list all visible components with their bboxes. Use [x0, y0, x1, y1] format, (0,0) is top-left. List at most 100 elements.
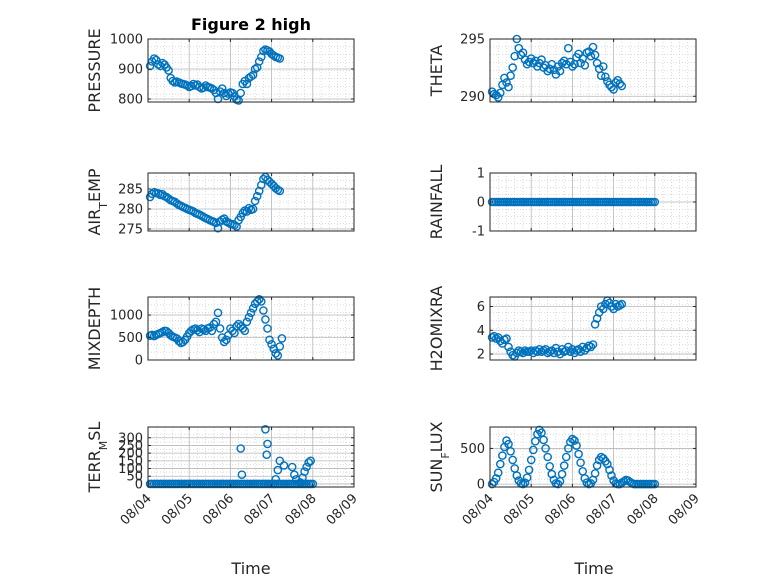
data-point [596, 302, 606, 311]
data-point [520, 478, 530, 488]
data-point [254, 57, 264, 66]
y-axis-label: PRESSURE [85, 28, 104, 112]
subplot-h2omixra: 2 4 6 H2OMIXRA [427, 286, 697, 372]
y-tick-label: 0 [135, 354, 143, 369]
data-point [586, 51, 596, 61]
data-point [256, 297, 266, 306]
data-point [275, 186, 285, 196]
data-point [275, 456, 285, 466]
data-point [524, 465, 534, 475]
data-point [576, 458, 585, 468]
data-point [259, 46, 268, 56]
y-tick-label: 100 [118, 462, 143, 477]
y-tick-label: 285 [118, 183, 143, 198]
data-point [275, 54, 285, 63]
data-point [262, 450, 272, 460]
data-point [535, 344, 544, 354]
data-point [491, 474, 501, 483]
y-tick-label: 275 [118, 223, 143, 238]
data-point [545, 461, 555, 471]
y-tick-label: 0 [477, 478, 485, 493]
data-point [259, 306, 268, 315]
data-point [541, 444, 550, 453]
data-point [580, 61, 590, 70]
data-point [601, 72, 610, 82]
data-point [195, 82, 204, 92]
data-point [590, 469, 600, 478]
data-point [570, 436, 579, 445]
data-point [574, 449, 583, 459]
subplot-rainfall: -1 0 1 RAINFALL [427, 165, 697, 240]
y-tick-label: 500 [460, 442, 485, 457]
data-point [271, 474, 281, 484]
data-point [246, 308, 256, 318]
data-point [510, 51, 520, 61]
data-point [566, 57, 575, 67]
y-axis-label: RAINFALL [427, 165, 446, 240]
data-point [248, 303, 258, 313]
data-point [168, 76, 177, 86]
data-point [506, 446, 515, 456]
y-tick-label: 295 [460, 33, 485, 48]
data-point [603, 459, 612, 469]
axes-box [147, 172, 355, 232]
data-point [605, 465, 614, 475]
data-point [566, 347, 575, 357]
data-point [244, 312, 254, 322]
y-axis-label-main: RAINFALL [427, 165, 446, 240]
data-point [193, 325, 202, 335]
y-tick-label: 800 [118, 93, 143, 108]
subplot-air-temp: 275 280 285 AIRTEMP [85, 168, 355, 238]
series-air-temp [145, 172, 285, 233]
data-point [572, 441, 581, 450]
data-point [302, 462, 311, 472]
series-mixdepth [145, 294, 287, 360]
data-point [590, 50, 600, 60]
data-point [261, 315, 270, 324]
data-point [537, 55, 546, 64]
data-point [493, 93, 503, 102]
data-point [493, 468, 503, 478]
axes-box [489, 426, 697, 488]
data-point [539, 435, 548, 445]
data-point [491, 90, 501, 100]
data-point [304, 458, 314, 467]
data-point [199, 83, 208, 92]
data-point [607, 82, 616, 92]
data-point [273, 351, 283, 360]
data-point [267, 339, 276, 349]
data-point [273, 465, 283, 475]
data-point [277, 334, 287, 343]
y-axis-label-main: MIXDEPTH [85, 287, 104, 370]
data-point [149, 54, 159, 63]
data-point [487, 479, 497, 489]
data-point [306, 456, 316, 466]
y-axis-label-main: THETA [427, 45, 446, 97]
data-point [252, 191, 262, 201]
data-point [582, 343, 592, 353]
data-point [512, 348, 522, 358]
data-point [543, 452, 553, 462]
data-point [234, 96, 243, 105]
y-axis-label-main: H2OMIXRA [427, 286, 446, 372]
y-tick-label: 4 [477, 324, 485, 339]
data-point [236, 444, 245, 453]
subplot-theta: 290 295 THETA [427, 33, 697, 105]
data-point [502, 334, 511, 343]
data-point [495, 88, 505, 98]
y-axis-label-rest: LUX [427, 421, 446, 452]
data-point [557, 469, 567, 479]
x-axis-label-left: Time [230, 559, 270, 578]
data-point [592, 461, 602, 470]
y-tick-label: -1 [472, 225, 485, 240]
axes-box [147, 426, 355, 488]
y-axis-label: THETA [427, 45, 446, 97]
figure-title: Figure 2 high [191, 15, 311, 34]
data-point [590, 319, 600, 329]
data-point [599, 304, 608, 314]
data-point [533, 429, 542, 439]
data-point [244, 203, 254, 213]
data-point [213, 94, 223, 104]
